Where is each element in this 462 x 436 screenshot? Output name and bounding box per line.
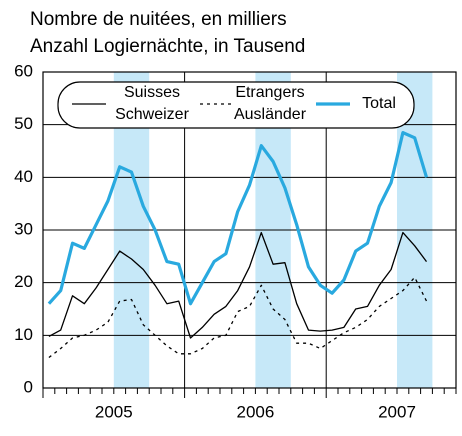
plot-frame (42, 71, 457, 389)
legend-label: Suisses (124, 84, 180, 101)
legend-label: Total (362, 95, 396, 112)
legend-box (57, 81, 415, 129)
x-tick-label: 2006 (236, 402, 274, 421)
y-tick-label: 40 (14, 167, 33, 186)
legend-label: Ausländer (234, 106, 307, 123)
legend-label: Etrangers (235, 84, 304, 101)
y-tick-label: 50 (14, 114, 33, 133)
chart-title: Anzahl Logiernächte, in Tausend (30, 36, 305, 57)
y-tick-label: 0 (24, 377, 33, 396)
y-tick-label: 60 (14, 61, 33, 80)
x-tick-label: 2005 (95, 402, 133, 421)
y-tick-label: 30 (14, 219, 33, 238)
y-tick-label: 20 (14, 272, 33, 291)
series-line (47, 131, 429, 306)
legend-label: Schweizer (115, 106, 189, 123)
chart-title: Nombre de nuitées, en milliers (30, 9, 287, 30)
x-tick-label: 2007 (378, 402, 416, 421)
series-line (48, 231, 428, 339)
y-tick-label: 10 (14, 325, 33, 344)
series-line (48, 276, 428, 359)
